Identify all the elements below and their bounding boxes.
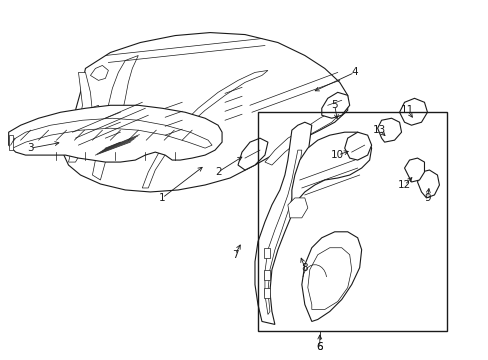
Polygon shape: [254, 122, 311, 324]
Polygon shape: [68, 72, 92, 162]
Polygon shape: [92, 55, 138, 180]
Polygon shape: [9, 105, 222, 162]
Polygon shape: [62, 32, 347, 192]
Polygon shape: [264, 150, 301, 315]
Polygon shape: [88, 105, 102, 122]
Polygon shape: [417, 170, 439, 198]
Polygon shape: [13, 118, 212, 148]
Polygon shape: [142, 71, 267, 188]
Polygon shape: [9, 135, 13, 150]
Text: 7: 7: [231, 250, 238, 260]
Bar: [258, 112, 447, 332]
Text: 13: 13: [372, 125, 386, 135]
Text: 11: 11: [400, 105, 413, 115]
Text: 9: 9: [423, 193, 430, 203]
Text: 5: 5: [331, 100, 337, 110]
Polygon shape: [307, 248, 351, 310]
Text: 6: 6: [316, 342, 323, 352]
Polygon shape: [264, 288, 269, 298]
Text: 6: 6: [316, 342, 323, 352]
Polygon shape: [238, 138, 267, 170]
Polygon shape: [291, 132, 371, 205]
Polygon shape: [344, 132, 371, 160]
Polygon shape: [264, 248, 269, 258]
Polygon shape: [264, 110, 341, 165]
Text: 12: 12: [397, 180, 410, 190]
Text: 3: 3: [27, 143, 34, 153]
Polygon shape: [404, 158, 424, 182]
Text: 2: 2: [214, 167, 221, 177]
Polygon shape: [301, 232, 361, 321]
Polygon shape: [321, 92, 349, 118]
Polygon shape: [90, 66, 108, 80]
Text: 8: 8: [301, 263, 307, 273]
Text: 4: 4: [351, 67, 357, 77]
Polygon shape: [399, 98, 427, 125]
Polygon shape: [264, 270, 269, 280]
Polygon shape: [287, 198, 307, 218]
Text: 10: 10: [330, 150, 344, 160]
Text: 1: 1: [159, 193, 165, 203]
Polygon shape: [377, 118, 401, 142]
